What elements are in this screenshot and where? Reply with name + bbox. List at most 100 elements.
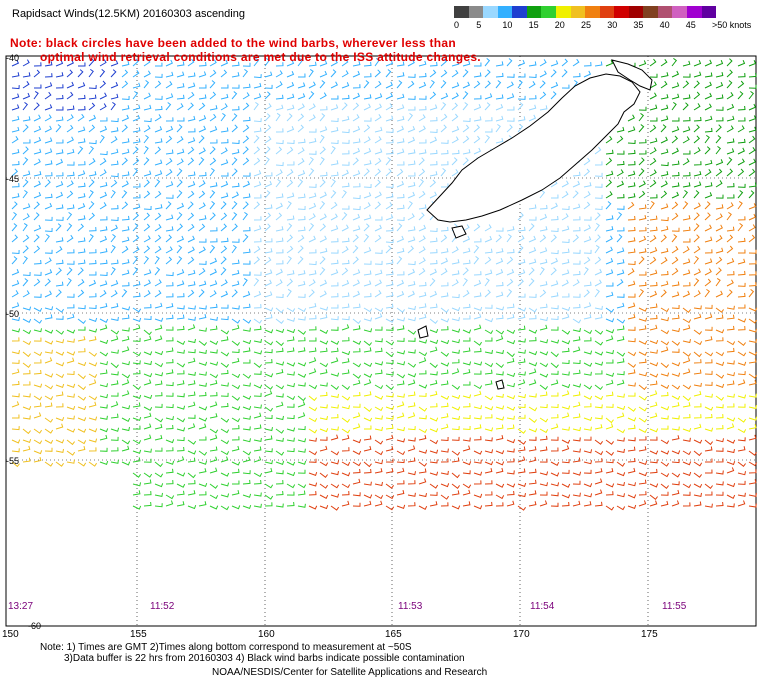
- wind-barb: [451, 136, 459, 144]
- wind-barb: [297, 307, 307, 313]
- wind-barb: [451, 472, 460, 479]
- wind-barb: [429, 149, 438, 155]
- wind-barb: [253, 157, 261, 166]
- wind-barb: [253, 492, 262, 497]
- wind-barb: [407, 113, 414, 122]
- wind-barb: [363, 202, 371, 210]
- wind-barb: [286, 461, 296, 466]
- wind-barb: [330, 81, 338, 89]
- wind-barb: [44, 417, 54, 423]
- wind-barb: [330, 450, 340, 456]
- wind-barb: [187, 246, 195, 254]
- wind-barb: [385, 292, 394, 298]
- wind-barb: [286, 270, 295, 276]
- wind-barb: [517, 59, 526, 67]
- wind-barb: [209, 316, 218, 321]
- wind-barb: [748, 450, 758, 456]
- wind-barb: [693, 472, 703, 478]
- wind-barb: [352, 348, 361, 353]
- wind-barb: [22, 157, 29, 166]
- wind-barb: [352, 412, 361, 419]
- wind-barb: [451, 505, 461, 510]
- wind-barb: [198, 406, 208, 411]
- wind-barb: [220, 505, 230, 511]
- wind-barb: [121, 327, 130, 332]
- wind-barb: [517, 358, 526, 364]
- wind-barb: [11, 183, 20, 188]
- wind-barb: [110, 101, 116, 111]
- wind-barb: [308, 458, 317, 463]
- wind-barb: [495, 257, 504, 265]
- wind-barb: [22, 92, 31, 100]
- wind-barb: [649, 104, 658, 111]
- wind-barb: [286, 278, 294, 287]
- wind-barb: [165, 81, 173, 89]
- wind-barb: [341, 461, 351, 467]
- wind-barb: [341, 491, 350, 496]
- wind-barb: [176, 83, 185, 89]
- wind-barb: [506, 268, 515, 276]
- wind-barb: [330, 59, 338, 67]
- wind-barb: [594, 361, 604, 366]
- wind-barb: [121, 314, 130, 320]
- wind-barb: [198, 468, 207, 474]
- wind-barb: [429, 318, 438, 325]
- wind-barb: [88, 68, 94, 78]
- wind-barb: [77, 318, 86, 325]
- wind-barb: [286, 146, 294, 155]
- wind-barb: [11, 280, 20, 287]
- wind-barb: [737, 437, 746, 442]
- wind-barb: [396, 161, 405, 166]
- wind-barb: [22, 351, 31, 358]
- wind-barb: [11, 193, 20, 199]
- wind-barb: [462, 81, 471, 89]
- wind-barb: [627, 149, 636, 155]
- wind-barb: [704, 224, 712, 232]
- wind-barb: [198, 305, 207, 310]
- wind-barb: [121, 259, 130, 265]
- wind-barb: [198, 491, 207, 496]
- wind-barb: [726, 148, 735, 155]
- wind-barb: [616, 169, 624, 177]
- wind-barb: [583, 266, 589, 276]
- wind-barb: [726, 234, 734, 243]
- wind-barb: [220, 316, 229, 321]
- wind-barb: [693, 359, 702, 364]
- wind-barb: [231, 212, 238, 221]
- wind-barb: [682, 437, 691, 442]
- wind-barb: [572, 203, 581, 210]
- wind-barb: [649, 380, 658, 386]
- wind-barb: [165, 226, 174, 232]
- wind-barb: [99, 369, 108, 375]
- wind-barb: [143, 223, 151, 232]
- wind-barb: [517, 456, 526, 463]
- wind-barb: [330, 357, 339, 364]
- wind-barb: [198, 313, 207, 320]
- wind-barb: [165, 282, 174, 287]
- wind-barb: [660, 80, 668, 89]
- wind-barb: [89, 271, 97, 276]
- wind-barb: [352, 362, 362, 368]
- wind-barb: [616, 302, 625, 309]
- wind-barb: [726, 226, 735, 232]
- wind-barb: [462, 470, 471, 475]
- wind-barb: [385, 214, 394, 221]
- wind-barb: [176, 305, 185, 310]
- wind-barb: [121, 405, 131, 410]
- wind-barb: [638, 214, 647, 221]
- wind-barb: [385, 259, 394, 265]
- wind-barb: [286, 93, 295, 100]
- wind-barb: [308, 437, 317, 442]
- wind-barb: [154, 159, 163, 166]
- wind-barb: [143, 235, 151, 243]
- wind-barb: [121, 60, 130, 67]
- wind-barb: [671, 227, 680, 232]
- wind-barb: [528, 278, 535, 287]
- wind-barb: [11, 136, 19, 144]
- wind-barb: [341, 316, 350, 321]
- wind-barb: [374, 69, 381, 78]
- wind-barb: [418, 114, 426, 122]
- wind-barb: [88, 146, 95, 155]
- wind-barb: [33, 412, 42, 419]
- wind-barb: [187, 115, 196, 122]
